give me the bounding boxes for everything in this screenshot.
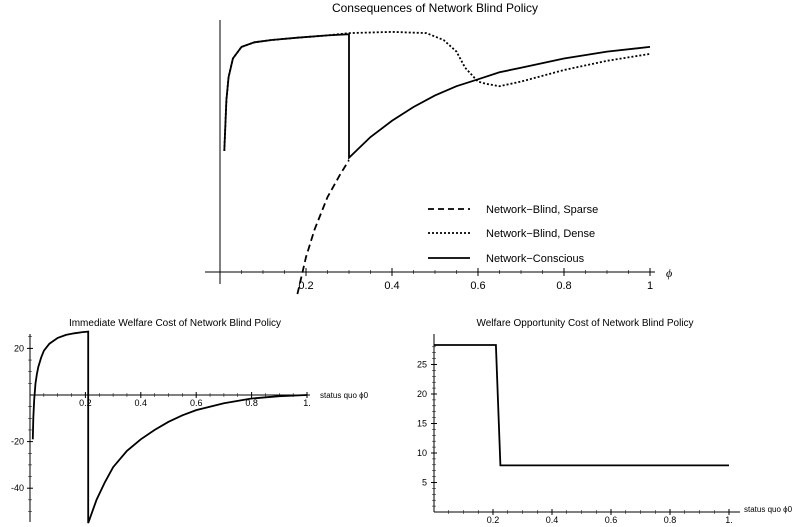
bl-y-tick-label: 20	[14, 343, 24, 353]
top-x-axis-label: ϕ	[666, 266, 672, 280]
bl-series-group	[31, 330, 308, 524]
bl-x-tick-label: 1.	[303, 398, 311, 408]
br-x-tick-label: 1.	[725, 515, 733, 525]
br-series-line	[434, 344, 729, 467]
top-chart-title: Consequences of Network Blind Policy	[332, 1, 538, 15]
bl-chart-title: Immediate Welfare Cost of Network Blind …	[69, 318, 281, 329]
bl-x-tick-label: 0.4	[135, 398, 148, 408]
br-x-tick-label: 0.8	[664, 515, 677, 525]
top-series-line-dotted	[223, 30, 651, 151]
br-x-tick-label: 0.4	[546, 515, 559, 525]
br-x-axis-label: status quo ϕ0	[744, 505, 793, 514]
br-y-tick-label: 25	[417, 360, 427, 370]
br-y-tick-label: 20	[417, 389, 427, 399]
top-x-ticks: 0.2 0.4 0.6 0.8 1	[241, 268, 653, 292]
top-series-line-dashed	[296, 159, 350, 295]
top-x-tick-label: 0.6	[470, 280, 485, 292]
bl-series-line	[31, 330, 308, 524]
br-series-group	[434, 344, 729, 467]
top-series-group	[223, 30, 651, 295]
bottom-left-chart: Immediate Welfare Cost of Network Blind …	[11, 318, 369, 524]
br-chart-title: Welfare Opportunity Cost of Network Blin…	[476, 318, 693, 329]
bl-y-tick-label: -20	[11, 437, 24, 447]
top-chart: Consequences of Network Blind Policy 0.2…	[205, 1, 672, 295]
br-ticks: 0.2 0.4 0.6 0.8 1. 25 20 15 10 5	[417, 346, 733, 525]
legend: Network−Blind, Sparse Network−Blind, Den…	[428, 204, 598, 265]
br-y-tick-label: 5	[422, 478, 427, 488]
bl-x-axis-label: status quo ϕ0	[320, 391, 369, 400]
legend-label-conscious: Network−Conscious	[486, 253, 585, 265]
legend-label-sparse: Network−Blind, Sparse	[486, 204, 598, 216]
br-x-tick-label: 0.2	[487, 515, 500, 525]
top-x-tick-label: 0.4	[384, 280, 399, 292]
br-y-tick-label: 15	[417, 419, 427, 429]
bl-x-tick-label: 0.2	[79, 398, 92, 408]
top-x-tick-label: 1	[647, 280, 653, 292]
top-x-tick-label: 0.8	[556, 280, 571, 292]
top-series-line-solid	[223, 33, 651, 160]
bl-ticks: 0.2 0.4 0.6 0.8 1. 20 -20 -40	[11, 336, 311, 512]
br-y-tick-label: 10	[417, 448, 427, 458]
bottom-right-chart: Welfare Opportunity Cost of Network Blin…	[417, 318, 793, 525]
bl-x-tick-label: 0.8	[245, 398, 258, 408]
legend-label-dense: Network−Blind, Dense	[486, 228, 595, 240]
bl-x-tick-label: 0.6	[190, 398, 203, 408]
br-x-tick-label: 0.6	[605, 515, 618, 525]
top-x-tick-label: 0.2	[298, 280, 313, 292]
bl-y-tick-label: -40	[11, 483, 24, 493]
